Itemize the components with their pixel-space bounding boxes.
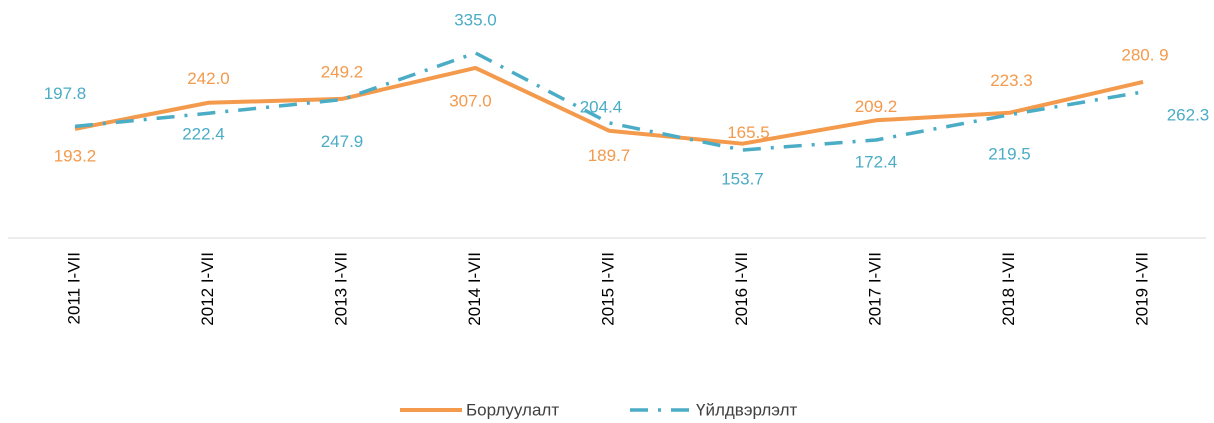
data-label: 242.0 [187,69,230,88]
x-tick-label: 2014 I-VII [465,252,484,326]
data-label: 247.9 [321,132,364,151]
data-label: 280. 9 [1121,45,1168,64]
data-label: 204.4 [580,97,623,116]
series-line [74,65,1144,146]
data-label: 197.8 [44,84,87,103]
x-tick-label: 2017 I-VII [865,252,884,326]
legend-label: Борлуулалт [466,400,559,419]
x-tick-label: 2013 I-VII [331,252,350,326]
x-tick-label: 2018 I-VII [999,252,1018,326]
data-label: 165.5 [727,123,770,142]
data-label: 262.3 [1167,105,1210,124]
data-label: 335.0 [454,10,497,29]
x-tick-label: 2011 I-VII [64,252,83,324]
x-tick-label: 2019 I-VII [1132,252,1151,326]
data-label: 222.4 [182,125,225,144]
x-tick-label: 2012 I-VII [198,252,217,326]
x-tick-label: 2015 I-VII [598,252,617,326]
data-label: 189.7 [588,146,631,165]
data-label: 209.2 [855,97,898,116]
data-label: 307.0 [449,91,492,110]
data-label: 172.4 [855,152,898,171]
data-label: 223.3 [990,71,1033,90]
data-label: 153.7 [721,169,764,188]
data-label: 193.2 [54,146,97,165]
data-label: 219.5 [988,144,1031,163]
legend-label: Үйлдвэрлэлт [696,400,798,419]
data-label: 249.2 [321,62,364,81]
series-line [74,51,1144,152]
x-tick-label: 2016 I-VII [732,252,751,326]
